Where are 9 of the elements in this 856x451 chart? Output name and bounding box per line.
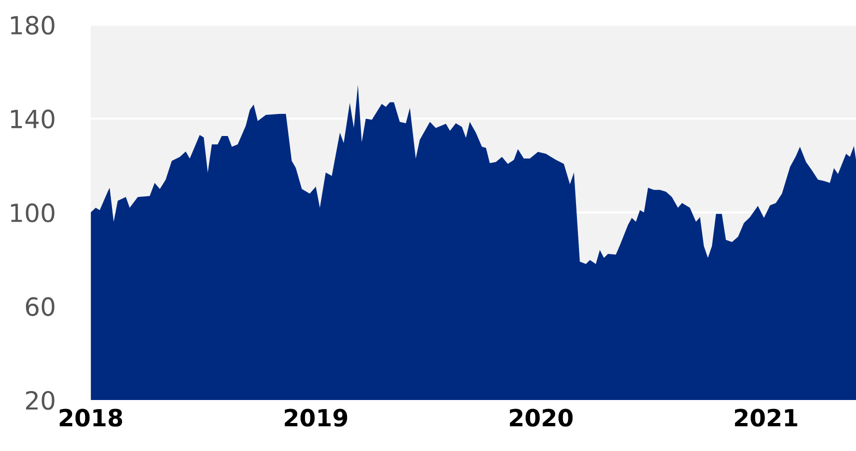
y-tick-label: 60 <box>26 297 54 316</box>
x-tick-label: 2019 <box>284 408 348 427</box>
y-tick-label: 20 <box>26 390 54 410</box>
x-tick-label: 2020 <box>510 408 573 427</box>
y-tick-label: 140 <box>11 110 54 128</box>
x-tick-label: 2018 <box>60 408 122 427</box>
y-tick-label: 100 <box>11 203 54 222</box>
x-tick-label: 2021 <box>734 408 798 427</box>
y-tick-label: 180 <box>11 16 54 35</box>
